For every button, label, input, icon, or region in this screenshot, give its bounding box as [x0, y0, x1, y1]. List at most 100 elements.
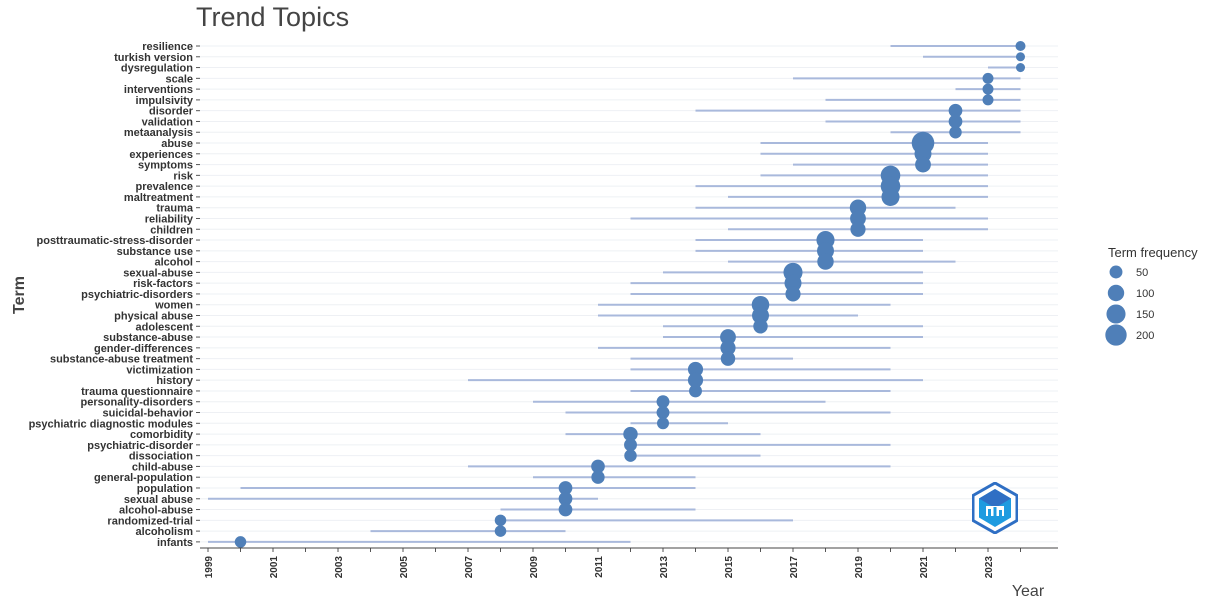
term-label: turkish version — [114, 52, 193, 64]
term-label: suicidal-behavior — [103, 408, 194, 420]
term-label: general-population — [94, 472, 193, 484]
x-tick-label: 2021 — [919, 556, 930, 579]
data-point — [624, 449, 637, 462]
data-point — [558, 481, 573, 495]
data-point — [657, 417, 669, 430]
legend-label: 50 — [1136, 267, 1148, 279]
data-point — [1015, 40, 1026, 52]
term-label: metaanalysis — [124, 127, 193, 139]
data-point — [752, 307, 769, 324]
term-label: substance use — [117, 246, 193, 258]
term-label: infants — [157, 537, 193, 549]
x-tick-label: 1999 — [204, 556, 215, 579]
term-label: trauma questionnaire — [81, 386, 193, 398]
term-label: interventions — [124, 84, 193, 96]
data-point — [720, 329, 736, 345]
term-label: substance-abuse — [103, 332, 193, 344]
data-point — [558, 502, 573, 517]
data-point — [784, 274, 802, 292]
term-label: child-abuse — [132, 461, 193, 473]
legend-circle — [1107, 284, 1125, 302]
x-tick-label: 2013 — [659, 556, 670, 579]
term-label: dysregulation — [121, 63, 193, 75]
legend-circle — [1109, 265, 1123, 279]
term-label: prevalence — [136, 181, 193, 193]
x-tick-label: 2007 — [464, 556, 475, 579]
term-label: psychiatric-disorders — [81, 289, 193, 301]
data-point — [982, 94, 994, 106]
chart-title: Trend Topics — [196, 2, 350, 32]
data-point — [785, 286, 801, 302]
range-lines — [208, 45, 1021, 543]
legend-label: 100 — [1136, 288, 1154, 300]
data-point — [689, 384, 702, 398]
legend-circle — [1105, 324, 1127, 346]
y-axis-title: Term — [11, 276, 28, 314]
term-label: dissociation — [129, 451, 193, 463]
data-point — [494, 514, 507, 527]
data-point — [234, 536, 247, 548]
brand-logo-icon — [972, 482, 1018, 534]
data-point — [1015, 52, 1026, 62]
term-label: randomized-trial — [107, 515, 193, 527]
grid-lines — [200, 45, 1058, 543]
term-label: population — [137, 483, 193, 495]
x-tick-label: 2017 — [789, 556, 800, 579]
data-point — [720, 340, 736, 356]
data-point — [494, 525, 507, 537]
data-point — [982, 72, 994, 84]
term-label: risk — [173, 170, 193, 182]
data-point — [753, 319, 768, 334]
data-point — [1015, 63, 1026, 73]
x-tick-label: 2005 — [399, 556, 410, 579]
term-label: sexual abuse — [124, 494, 193, 506]
term-label: disorder — [149, 106, 194, 118]
data-point — [558, 491, 573, 506]
x-tick-label: 2023 — [984, 556, 995, 579]
term-label: comorbidity — [130, 429, 194, 441]
x-tick-label: 2009 — [529, 556, 540, 579]
x-tick-label: 2015 — [724, 556, 735, 579]
term-label: maltreatment — [124, 192, 193, 204]
term-label: women — [154, 300, 193, 312]
term-label: trauma — [156, 203, 194, 215]
data-point — [881, 187, 900, 206]
x-tick-label: 2011 — [594, 556, 605, 578]
data-point — [591, 459, 605, 474]
data-point — [817, 253, 834, 270]
term-label: psychiatric-disorder — [87, 440, 193, 452]
data-point — [656, 406, 670, 419]
data-point — [656, 395, 670, 409]
term-label: impulsivity — [136, 95, 194, 107]
data-point — [591, 470, 605, 484]
x-tick-label: 2019 — [854, 556, 865, 579]
term-label: risk-factors — [133, 278, 193, 290]
data-point — [624, 438, 637, 452]
legend-label: 150 — [1136, 309, 1154, 321]
legend-title: Term frequency — [1108, 245, 1198, 260]
term-label: alcohol — [154, 257, 193, 269]
term-label: symptoms — [138, 160, 193, 172]
term-label: reliability — [145, 213, 194, 225]
data-point — [915, 156, 931, 173]
data-point — [982, 83, 994, 95]
legend-label: 200 — [1136, 330, 1154, 342]
term-label: validation — [142, 116, 194, 128]
data-point — [850, 221, 866, 237]
data-point — [623, 426, 638, 442]
x-axis-title: Year — [1012, 583, 1045, 600]
term-label: history — [156, 375, 194, 387]
term-label: alcohol-abuse — [119, 505, 193, 517]
term-label: victimization — [126, 364, 193, 376]
data-point — [687, 372, 704, 388]
term-label: posttraumatic-stress-disorder — [37, 235, 194, 247]
data-point — [720, 351, 736, 366]
size-legend: Term frequency 50 100 150 200 — [1105, 245, 1198, 346]
data-point — [850, 210, 866, 227]
term-label: scale — [165, 73, 193, 85]
term-label: abuse — [161, 138, 193, 150]
data-point — [948, 114, 963, 129]
x-tick-label: 2003 — [334, 556, 345, 579]
